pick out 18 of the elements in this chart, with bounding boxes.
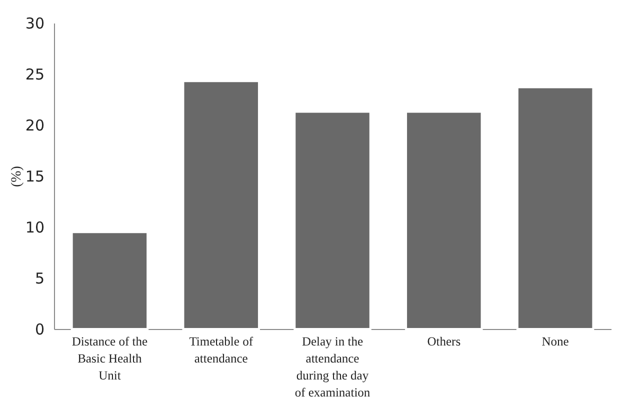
x-tick-label: Timetable of attendance bbox=[189, 334, 254, 366]
bar bbox=[294, 110, 372, 330]
y-tick-label: 30 bbox=[25, 14, 44, 32]
x-tick-label: Distance of the Basic Health Unit bbox=[72, 334, 148, 382]
y-tick-label: 0 bbox=[34, 320, 44, 338]
y-axis-title: (%) bbox=[9, 166, 24, 187]
bar bbox=[516, 86, 594, 330]
y-tick-label: 15 bbox=[25, 168, 44, 186]
bar bbox=[70, 231, 149, 330]
bar bbox=[182, 80, 260, 330]
bar bbox=[405, 110, 483, 330]
x-tick-label: Others bbox=[427, 334, 461, 348]
y-tick-label: 25 bbox=[25, 66, 44, 84]
x-tick-label: None bbox=[542, 334, 570, 348]
y-tick-label: 5 bbox=[34, 270, 44, 288]
x-tick-label: Delay in the attendance during the day of examination bbox=[294, 334, 371, 400]
y-tick-label: 10 bbox=[25, 218, 44, 236]
y-tick-label: 20 bbox=[25, 116, 44, 134]
